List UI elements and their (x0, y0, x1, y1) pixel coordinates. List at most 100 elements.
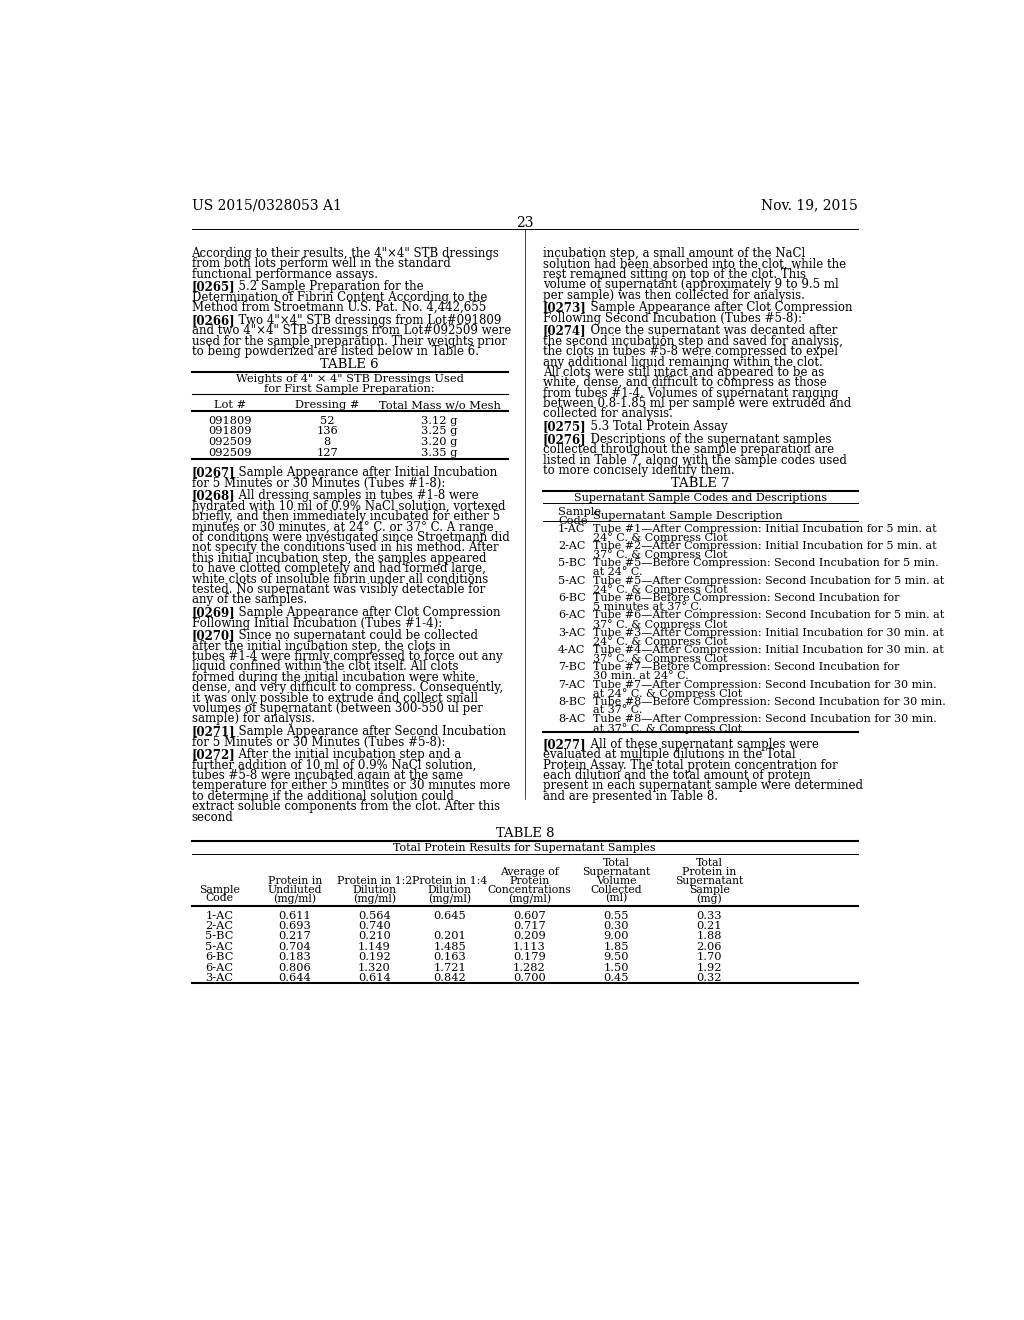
Text: evaluated at multiple dilutions in the Total: evaluated at multiple dilutions in the T… (543, 748, 796, 762)
Text: 0.163: 0.163 (433, 952, 466, 962)
Text: any additional liquid remaining within the clot.: any additional liquid remaining within t… (543, 355, 822, 368)
Text: 1.485: 1.485 (433, 942, 466, 952)
Text: [0265]: [0265] (191, 280, 236, 293)
Text: 3.12 g: 3.12 g (421, 416, 458, 425)
Text: 1-AC: 1-AC (206, 911, 233, 920)
Text: Descriptions of the supernatant samples: Descriptions of the supernatant samples (583, 433, 831, 446)
Text: functional performance assays.: functional performance assays. (191, 268, 378, 281)
Text: solution had been absorbed into the clot, while the: solution had been absorbed into the clot… (543, 257, 846, 271)
Text: collected for analysis.: collected for analysis. (543, 408, 673, 421)
Text: from tubes #1-4. Volumes of supernatant ranging: from tubes #1-4. Volumes of supernatant … (543, 387, 838, 400)
Text: 1.85: 1.85 (603, 942, 629, 952)
Text: 9.50: 9.50 (603, 952, 629, 962)
Text: formed during the initial incubation were white,: formed during the initial incubation wer… (191, 671, 478, 684)
Text: Two 4"×4" STB dressings from Lot#091809: Two 4"×4" STB dressings from Lot#091809 (231, 314, 502, 327)
Text: Average of: Average of (500, 867, 559, 876)
Text: 0.33: 0.33 (696, 911, 722, 920)
Text: [0273]: [0273] (543, 301, 587, 314)
Text: [0269]: [0269] (191, 606, 236, 619)
Text: 0.55: 0.55 (603, 911, 629, 920)
Text: 0.30: 0.30 (603, 921, 629, 931)
Text: 0.644: 0.644 (279, 973, 311, 983)
Text: 6-BC: 6-BC (205, 952, 233, 962)
Text: Sample Appearance after Clot Compression: Sample Appearance after Clot Compression (583, 301, 852, 314)
Text: [0272]: [0272] (191, 748, 236, 762)
Text: minutes or 30 minutes, at 24° C. or 37° C. A range: minutes or 30 minutes, at 24° C. or 37° … (191, 520, 494, 533)
Text: Dilution: Dilution (428, 884, 472, 895)
Text: According to their results, the 4"×4" STB dressings: According to their results, the 4"×4" ST… (191, 247, 500, 260)
Text: [0274]: [0274] (543, 325, 587, 338)
Text: collected throughout the sample preparation are: collected throughout the sample preparat… (543, 444, 834, 457)
Text: Protein in: Protein in (267, 875, 322, 886)
Text: 3.20 g: 3.20 g (421, 437, 458, 447)
Text: temperature for either 5 minutes or 30 minutes more: temperature for either 5 minutes or 30 m… (191, 779, 510, 792)
Text: Sample Appearance after Initial Incubation: Sample Appearance after Initial Incubati… (231, 466, 498, 479)
Text: white clots of insoluble fibrin under all conditions: white clots of insoluble fibrin under al… (191, 573, 487, 586)
Text: 24° C. & Compress Clot: 24° C. & Compress Clot (593, 585, 728, 595)
Text: 0.192: 0.192 (358, 952, 391, 962)
Text: this initial incubation step, the samples appeared: this initial incubation step, the sample… (191, 552, 486, 565)
Text: Lot #: Lot # (214, 400, 247, 411)
Text: Dilution: Dilution (352, 884, 396, 895)
Text: 0.45: 0.45 (603, 973, 629, 983)
Text: Following Second Incubation (Tubes #5-8):: Following Second Incubation (Tubes #5-8)… (543, 312, 802, 325)
Text: 6-BC: 6-BC (558, 593, 586, 603)
Text: 0.717: 0.717 (513, 921, 546, 931)
Text: 0.806: 0.806 (279, 962, 311, 973)
Text: 37° C. & Compress Clot: 37° C. & Compress Clot (593, 619, 727, 630)
Text: incubation step, a small amount of the NaCl: incubation step, a small amount of the N… (543, 247, 805, 260)
Text: 6-AC: 6-AC (206, 962, 233, 973)
Text: All dressing samples in tubes #1-8 were: All dressing samples in tubes #1-8 were (231, 490, 479, 503)
Text: Protein Assay. The total protein concentration for: Protein Assay. The total protein concent… (543, 759, 838, 772)
Text: tubes #1-4 were firmly compressed to force out any: tubes #1-4 were firmly compressed to for… (191, 649, 502, 663)
Text: All of these supernatant samples were: All of these supernatant samples were (583, 738, 818, 751)
Text: Protein in 1:4: Protein in 1:4 (412, 875, 487, 886)
Text: Method from Stroetmann U.S. Pat. No. 4,442,655: Method from Stroetmann U.S. Pat. No. 4,4… (191, 301, 485, 314)
Text: at 24° C. & Compress Clot: at 24° C. & Compress Clot (593, 688, 742, 700)
Text: 0.179: 0.179 (513, 952, 546, 962)
Text: Weights of 4" × 4" STB Dressings Used: Weights of 4" × 4" STB Dressings Used (236, 374, 464, 384)
Text: 4-AC: 4-AC (558, 645, 586, 655)
Text: Sample: Sample (199, 884, 240, 895)
Text: 7-AC: 7-AC (558, 680, 586, 689)
Text: Sample: Sample (558, 507, 601, 517)
Text: Tube #6—After Compression: Second Incubation for 5 min. at: Tube #6—After Compression: Second Incuba… (593, 610, 944, 620)
Text: to being powderized are listed below in Table 6.: to being powderized are listed below in … (191, 345, 478, 358)
Text: Once the supernatant was decanted after: Once the supernatant was decanted after (583, 325, 837, 338)
Text: Sample Appearance after Second Incubation: Sample Appearance after Second Incubatio… (231, 725, 507, 738)
Text: tubes #5-8 were incubated again at the same: tubes #5-8 were incubated again at the s… (191, 770, 463, 781)
Text: listed in Table 7, along with the sample codes used: listed in Table 7, along with the sample… (543, 454, 847, 467)
Text: Protein in: Protein in (682, 867, 736, 876)
Text: TABLE 7: TABLE 7 (671, 477, 730, 490)
Text: 0.645: 0.645 (433, 911, 466, 920)
Text: All clots were still intact and appeared to be as: All clots were still intact and appeared… (543, 366, 824, 379)
Text: 0.700: 0.700 (513, 973, 546, 983)
Text: rest remained sitting on top of the clot. This: rest remained sitting on top of the clot… (543, 268, 806, 281)
Text: 2.06: 2.06 (696, 942, 722, 952)
Text: 092509: 092509 (209, 447, 252, 458)
Text: Dressing #: Dressing # (295, 400, 359, 411)
Text: 1.113: 1.113 (513, 942, 546, 952)
Text: Total: Total (695, 858, 723, 869)
Text: 0.564: 0.564 (358, 911, 391, 920)
Text: 0.210: 0.210 (358, 932, 391, 941)
Text: to more concisely identify them.: to more concisely identify them. (543, 465, 734, 477)
Text: Tube #5—Before Compression: Second Incubation for 5 min.: Tube #5—Before Compression: Second Incub… (593, 558, 939, 569)
Text: 0.32: 0.32 (696, 973, 722, 983)
Text: Sample: Sample (689, 884, 730, 895)
Text: 37° C. & Compress Clot: 37° C. & Compress Clot (593, 653, 727, 664)
Text: [0275]: [0275] (543, 420, 587, 433)
Text: 091809: 091809 (209, 426, 252, 437)
Text: each dilution and the total amount of protein: each dilution and the total amount of pr… (543, 770, 810, 781)
Text: (mg): (mg) (696, 894, 722, 904)
Text: Supernatant Sample Codes and Descriptions: Supernatant Sample Codes and Description… (573, 492, 827, 503)
Text: [0266]: [0266] (191, 314, 236, 327)
Text: Supernatant: Supernatant (675, 875, 743, 886)
Text: 5 minutes at 37° C.: 5 minutes at 37° C. (593, 602, 702, 611)
Text: of conditions were investigated since Stroetmann did: of conditions were investigated since St… (191, 531, 509, 544)
Text: the second incubation step and saved for analysis,: the second incubation step and saved for… (543, 335, 843, 347)
Text: Tube #7—Before Compression: Second Incubation for: Tube #7—Before Compression: Second Incub… (593, 663, 899, 672)
Text: it was only possible to extrude and collect small: it was only possible to extrude and coll… (191, 692, 477, 705)
Text: between 0.8-1.85 ml per sample were extruded and: between 0.8-1.85 ml per sample were extr… (543, 397, 851, 411)
Text: Total Mass w/o Mesh: Total Mass w/o Mesh (379, 400, 501, 411)
